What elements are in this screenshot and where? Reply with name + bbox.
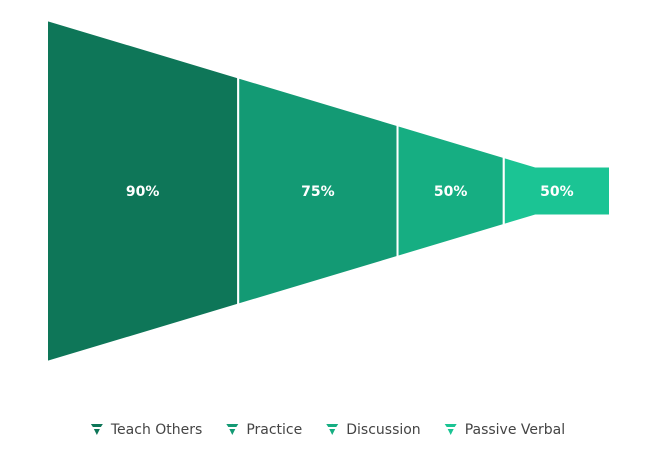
value-label: 90% bbox=[126, 184, 160, 200]
funnel-segment bbox=[502, 155, 611, 227]
legend-label: Passive Verbal bbox=[465, 422, 565, 438]
legend-icon bbox=[226, 424, 239, 435]
legend: Teach Others Practice Discussion Passive Ve… bbox=[90, 422, 565, 438]
value-label: 75% bbox=[301, 184, 335, 200]
legend-icon bbox=[326, 424, 339, 435]
value-label: 50% bbox=[540, 184, 574, 200]
legend-label: Discussion bbox=[346, 422, 420, 438]
legend-icon bbox=[444, 424, 457, 435]
legend-icon bbox=[90, 424, 103, 435]
legend-label: Practice bbox=[246, 422, 302, 438]
value-label: 50% bbox=[434, 184, 468, 200]
legend-label: Teach Others bbox=[110, 422, 202, 438]
